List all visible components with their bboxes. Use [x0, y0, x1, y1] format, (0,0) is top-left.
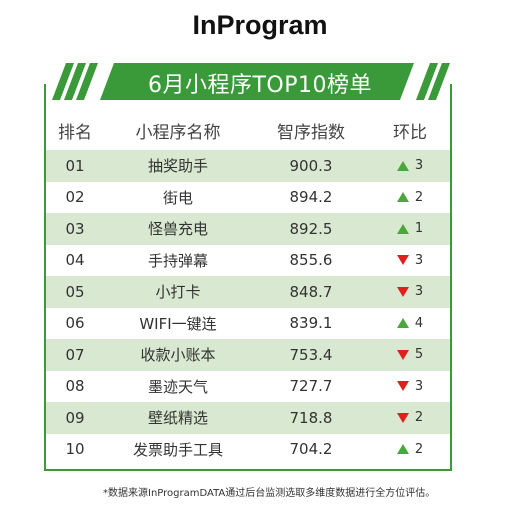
- rank-cell: 07: [65, 345, 85, 364]
- change-cell: 3: [396, 378, 424, 394]
- header-change: 环比: [393, 123, 427, 143]
- rank-cell: 04: [65, 251, 85, 270]
- banner-decoration: [52, 63, 450, 100]
- table-row: 03 怪兽充电 892.5 1: [46, 213, 450, 245]
- name-cell: 手持弹幕: [147, 251, 208, 270]
- change-cell: 5: [396, 347, 424, 363]
- table-row: 02 街电 894.2 2: [46, 182, 450, 214]
- score-cell: 704.2: [289, 440, 333, 459]
- name-cell: 收款小账本: [140, 346, 216, 365]
- score-cell: 753.4: [289, 345, 333, 364]
- score-cell: 848.7: [289, 282, 333, 301]
- table-body: 01 抽奖助手 900.3 3 02 街电 894.2 2 03 怪兽充电 89…: [46, 150, 450, 465]
- name-cell: 抽奖助手: [147, 157, 208, 176]
- score-cell: 892.5: [289, 219, 333, 238]
- name-cell: 墨迹天气: [147, 377, 208, 396]
- change-value: 3: [414, 252, 424, 268]
- arrow-up-icon: [396, 223, 409, 234]
- change-value: 2: [414, 189, 424, 205]
- brand-title: InProgram: [192, 10, 328, 40]
- arrow-up-icon: [396, 160, 409, 171]
- change-value: 2: [414, 441, 424, 457]
- change-value: 3: [414, 378, 424, 394]
- name-cell: 小打卡: [155, 283, 201, 302]
- footnote: *数据来源InProgramDATA通过后台监测选取多维度数据进行全方位评估。: [103, 488, 436, 499]
- table-row: 07 收款小账本 753.4 5: [46, 339, 450, 371]
- change-value: 1: [414, 221, 424, 237]
- rank-cell: 01: [65, 156, 85, 175]
- rank-cell: 05: [65, 282, 85, 301]
- rank-cell: 08: [65, 377, 85, 396]
- header-rank: 排名: [58, 123, 92, 143]
- change-cell: 3: [396, 284, 424, 300]
- name-cell: 发票助手工具: [132, 440, 223, 459]
- rank-cell: 03: [65, 219, 85, 238]
- table-header: 排名 小程序名称 智序指数 环比: [46, 118, 450, 144]
- arrow-down-icon: [396, 255, 409, 266]
- change-value: 3: [414, 284, 424, 300]
- change-value: 3: [414, 158, 424, 174]
- change-value: 5: [414, 347, 424, 363]
- arrow-down-icon: [396, 412, 409, 423]
- change-cell: 2: [396, 410, 424, 426]
- header-score: 智序指数: [277, 123, 345, 143]
- arrow-down-icon: [396, 286, 409, 297]
- table-row: 10 发票助手工具 704.2 2: [46, 434, 450, 466]
- change-value: 4: [414, 315, 424, 331]
- arrow-up-icon: [396, 192, 409, 203]
- table-row: 01 抽奖助手 900.3 3: [46, 150, 450, 182]
- change-cell: 3: [396, 158, 424, 174]
- change-cell: 4: [396, 315, 424, 331]
- name-cell: WIFI一键连: [139, 314, 217, 333]
- table-row: 09 壁纸精选 718.8 2: [46, 402, 450, 434]
- change-cell: 2: [396, 189, 424, 205]
- score-cell: 718.8: [289, 408, 333, 427]
- header-name: 小程序名称: [135, 123, 221, 143]
- arrow-up-icon: [396, 444, 409, 455]
- table-row: 06 WIFI一键连 839.1 4: [46, 308, 450, 340]
- score-cell: 894.2: [289, 188, 333, 207]
- score-cell: 900.3: [289, 156, 333, 175]
- change-cell: 1: [396, 221, 424, 237]
- score-cell: 727.7: [289, 377, 333, 396]
- rank-cell: 02: [65, 188, 85, 207]
- change-value: 2: [414, 410, 424, 426]
- table-row: 04 手持弹幕 855.6 3: [46, 245, 450, 277]
- name-cell: 街电: [162, 188, 193, 207]
- change-cell: 2: [396, 441, 424, 457]
- arrow-up-icon: [396, 318, 409, 329]
- rank-cell: 06: [65, 314, 85, 333]
- table-row: 08 墨迹天气 727.7 3: [46, 371, 450, 403]
- rank-cell: 10: [65, 440, 85, 459]
- arrow-down-icon: [396, 381, 409, 392]
- arrow-down-icon: [396, 349, 409, 360]
- change-cell: 3: [396, 252, 424, 268]
- score-cell: 855.6: [289, 251, 333, 270]
- rank-cell: 09: [65, 408, 85, 427]
- name-cell: 壁纸精选: [147, 409, 208, 428]
- ranking-card: [44, 84, 452, 471]
- chart-title: 6月小程序TOP10榜单: [147, 73, 372, 98]
- name-cell: 怪兽充电: [147, 220, 208, 239]
- score-cell: 839.1: [289, 314, 333, 333]
- table-row: 05 小打卡 848.7 3: [46, 276, 450, 308]
